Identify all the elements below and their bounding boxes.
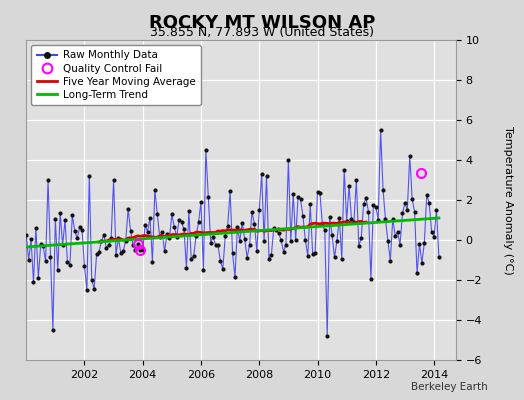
Text: 35.855 N, 77.893 W (United States): 35.855 N, 77.893 W (United States) <box>150 26 374 39</box>
Text: Berkeley Earth: Berkeley Earth <box>411 382 487 392</box>
Legend: Raw Monthly Data, Quality Control Fail, Five Year Moving Average, Long-Term Tren: Raw Monthly Data, Quality Control Fail, … <box>31 45 201 105</box>
Y-axis label: Temperature Anomaly (°C): Temperature Anomaly (°C) <box>503 126 513 274</box>
Text: ROCKY MT WILSON AP: ROCKY MT WILSON AP <box>149 14 375 32</box>
